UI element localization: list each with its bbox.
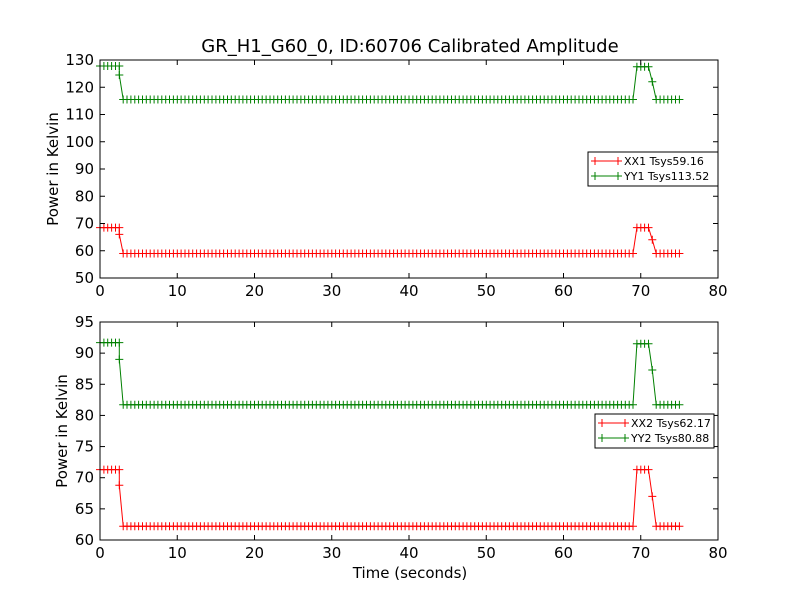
data-point (629, 400, 637, 409)
legend-box (587, 151, 719, 187)
y-tick-label: 70 (75, 469, 94, 487)
y-tick-label: 95 (75, 313, 94, 331)
data-point (648, 77, 657, 86)
x-tick-label: 60 (554, 282, 573, 300)
data-point (644, 62, 653, 71)
y-tick-label: 90 (75, 344, 94, 362)
x-tick-label: 20 (245, 282, 264, 300)
legend-label: YY2 Tsys80.88 (630, 432, 709, 445)
data-point (115, 481, 124, 490)
x-tick-label: 50 (477, 282, 496, 300)
data-point (115, 338, 124, 347)
y-tick-label: 100 (65, 133, 94, 151)
y-tick-label: 110 (65, 106, 94, 124)
data-point (629, 95, 637, 104)
x-tick-label: 70 (631, 544, 650, 562)
y-tick-label: 50 (75, 269, 94, 287)
y-axis-title: Power in Kelvin (44, 112, 62, 226)
x-tick-label: 40 (399, 544, 418, 562)
y-tick-label: 130 (65, 51, 94, 69)
legend-label: XX2 Tsys62.17 (631, 417, 711, 430)
series-2-2 (96, 338, 684, 409)
data-point (629, 249, 637, 258)
legend-box (594, 413, 715, 449)
legend-marker (614, 157, 622, 165)
legend-marker (614, 172, 622, 180)
series-line (100, 65, 680, 100)
legend-marker (591, 172, 599, 180)
data-point (115, 71, 124, 79)
data-point (115, 62, 124, 70)
data-point (629, 522, 637, 531)
legend-marker (621, 434, 629, 442)
series-1-1 (96, 223, 684, 258)
legend-marker (591, 157, 599, 165)
x-tick-label: 0 (95, 544, 105, 562)
data-point (675, 95, 684, 104)
data-point (644, 465, 653, 474)
y-tick-label: 60 (75, 531, 94, 549)
data-point (115, 465, 124, 474)
series-line (100, 342, 680, 406)
x-tick-label: 30 (322, 544, 341, 562)
y-tick-label: 80 (75, 406, 94, 424)
y-tick-label: 90 (75, 160, 94, 178)
y-tick-label: 60 (75, 242, 94, 260)
y-tick-label: 85 (75, 375, 94, 393)
legend-marker (621, 419, 629, 427)
data-point (648, 235, 657, 244)
x-tick-label: 80 (708, 282, 727, 300)
series-line (100, 469, 680, 527)
legend-label: XX1 Tsys59.16 (624, 155, 704, 168)
data-point (675, 522, 684, 531)
x-tick-label: 80 (708, 544, 727, 562)
y-tick-label: 70 (75, 215, 94, 233)
x-tick-label: 40 (399, 282, 418, 300)
data-point (115, 223, 124, 232)
data-point (644, 339, 653, 348)
y-tick-label: 65 (75, 500, 94, 518)
x-tick-label: 50 (477, 544, 496, 562)
data-point (675, 249, 684, 258)
data-point (675, 400, 684, 409)
bottom-subplot: 0 10 20 30 40 50 60 70 80 60 65 70 75 80 85 90 95 Power i… (53, 313, 728, 562)
figure-title: GR_H1_G60_0, ID:60706 Calibrated Amplitu… (201, 36, 618, 57)
y-axis-title: Power in Kelvin (53, 374, 71, 488)
x-tick-label: 60 (554, 544, 573, 562)
legend-marker (598, 419, 606, 427)
legend-label: YY1 Tsys113.52 (623, 170, 709, 183)
x-tick-label: 0 (95, 282, 105, 300)
series-2-1 (96, 62, 684, 104)
legend: XX1 Tsys59.16 YY1 Tsys113.52 (587, 151, 719, 187)
data-point (648, 366, 657, 374)
data-point (648, 492, 657, 501)
legend-marker (598, 434, 606, 442)
y-tick-label: 120 (65, 78, 94, 96)
x-tick-label: 30 (322, 282, 341, 300)
x-tick-label: 10 (168, 544, 187, 562)
x-tick-label: 10 (168, 282, 187, 300)
data-point (115, 230, 124, 239)
data-point (644, 223, 653, 232)
data-point (115, 355, 124, 364)
x-tick-label: 20 (245, 544, 264, 562)
y-tick-label: 75 (75, 438, 94, 456)
top-subplot: 0 10 20 30 40 50 60 70 80 50 60 70 80 90 100 110 120 130 P… (44, 51, 728, 300)
y-tick-label: 80 (75, 187, 94, 205)
x-axis-title: Time (seconds) (352, 564, 468, 582)
x-tick-label: 70 (631, 282, 650, 300)
legend: XX2 Tsys62.17 YY2 Tsys80.88 (594, 413, 715, 449)
series-1-2 (96, 465, 684, 531)
